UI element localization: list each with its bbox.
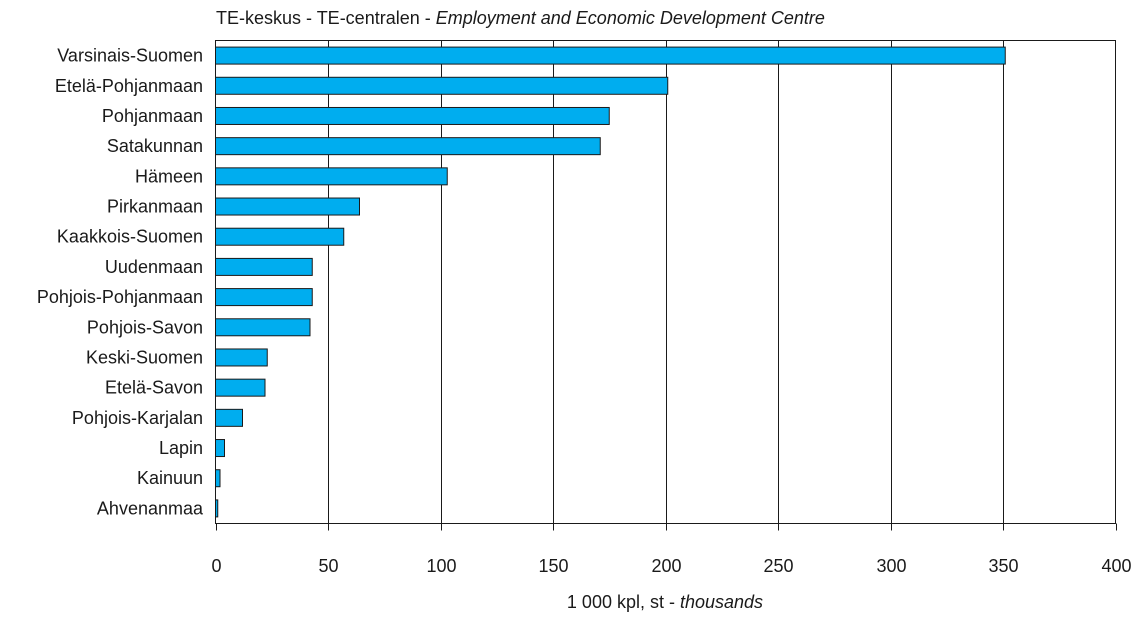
category-label: Varsinais-Suomen	[57, 46, 203, 66]
x-axis-label: 1 000 kpl, st - thousands	[567, 592, 763, 612]
category-label: Pohjois-Karjalan	[72, 408, 203, 428]
bar	[215, 439, 225, 458]
bar	[215, 137, 601, 156]
category-label: Pohjanmaan	[102, 106, 203, 126]
x-tick-label: 200	[651, 556, 681, 576]
category-label: Kaakkois-Suomen	[57, 227, 203, 247]
plot-frame	[215, 40, 1116, 524]
chart-title-italic: Employment and Economic Development Cent…	[436, 8, 825, 28]
x-tick-label: 400	[1101, 556, 1131, 576]
chart-title-main: TE-keskus - TE-centralen -	[216, 8, 436, 28]
category-label: Keski-Suomen	[86, 347, 203, 367]
category-label: Lapin	[159, 438, 203, 458]
category-label: Satakunnan	[107, 136, 203, 156]
x-axis-ticks: 0 50 100 150 200 250 300 350 400	[211, 523, 1132, 576]
x-tick-label: 150	[538, 556, 568, 576]
bar	[215, 76, 669, 95]
bar	[215, 469, 221, 488]
bar	[215, 46, 1006, 65]
bar	[215, 288, 313, 307]
category-label: Hämeen	[135, 166, 203, 186]
bar	[215, 378, 266, 397]
bar	[215, 227, 345, 246]
bar	[215, 348, 268, 367]
category-label: Kainuun	[137, 468, 203, 488]
bars	[215, 46, 1006, 518]
x-axis-label-main: 1 000 kpl, st -	[567, 592, 680, 612]
bar	[215, 318, 311, 337]
category-labels: Varsinais-Suomen Etelä-Pohjanmaan Pohjanma…	[37, 46, 204, 519]
category-label: Pirkanmaan	[107, 197, 203, 217]
category-label: Pohjois-Savon	[87, 317, 203, 337]
category-label: Pohjois-Pohjanmaan	[37, 287, 203, 307]
bar	[215, 257, 313, 276]
x-tick-label: 50	[318, 556, 338, 576]
chart-title: TE-keskus - TE-centralen - Employment an…	[216, 8, 825, 28]
category-label: Uudenmaan	[105, 257, 203, 277]
x-tick-label: 250	[763, 556, 793, 576]
x-tick-label: 100	[426, 556, 456, 576]
bar	[215, 408, 243, 427]
x-tick-label: 350	[988, 556, 1018, 576]
category-label: Etelä-Savon	[105, 378, 203, 398]
category-label: Ahvenanmaa	[97, 498, 204, 518]
x-tick-label: 300	[876, 556, 906, 576]
bar	[215, 106, 610, 125]
x-tick-label: 0	[211, 556, 221, 576]
bar	[215, 197, 360, 216]
category-label: Etelä-Pohjanmaan	[55, 76, 203, 96]
bar	[215, 167, 448, 186]
x-axis-label-italic: thousands	[680, 592, 763, 612]
